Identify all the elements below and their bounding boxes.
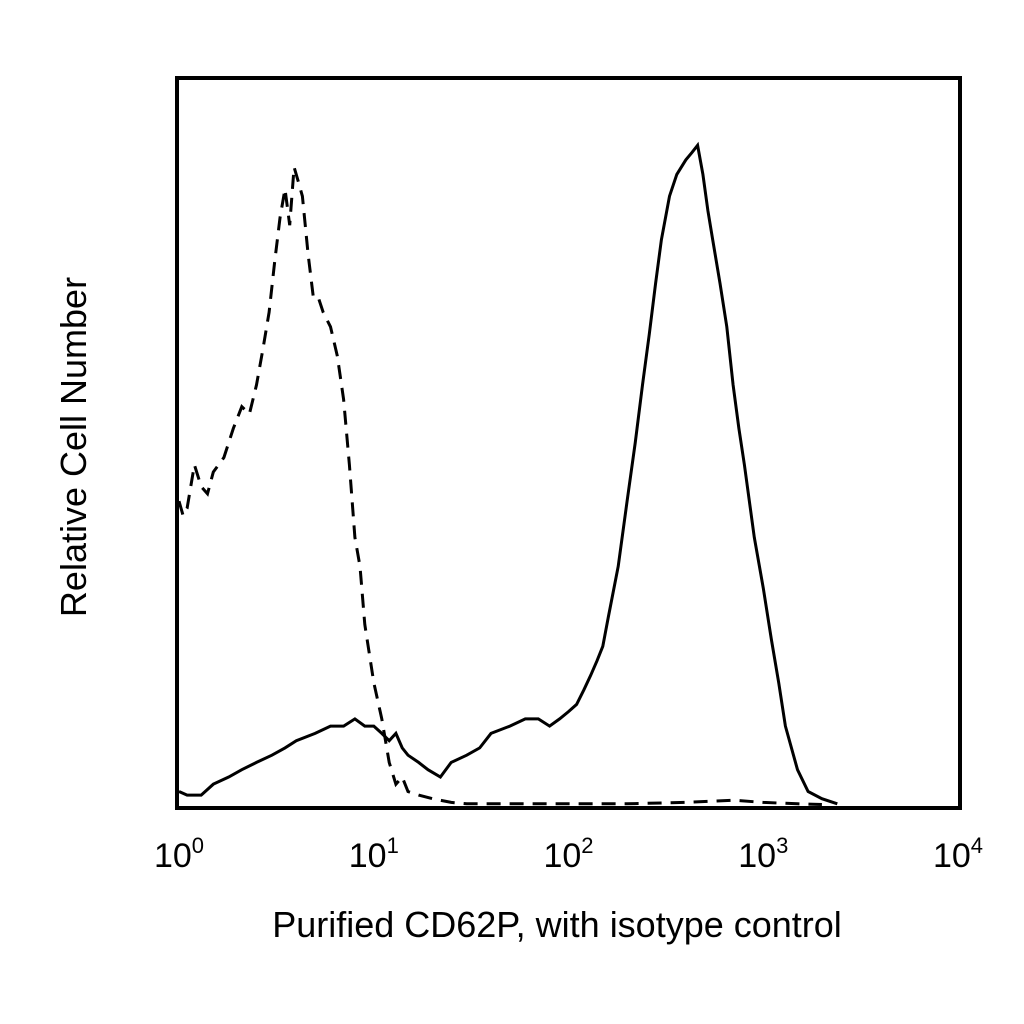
x-tick-label: 104 (933, 833, 983, 875)
x-tick-base: 10 (349, 837, 387, 875)
cd62p-series-line (178, 141, 838, 806)
isotype-control-series-line (177, 166, 822, 806)
x-tick-base: 10 (738, 837, 776, 875)
x-tick-base: 10 (154, 837, 192, 875)
x-tick-label: 103 (738, 833, 788, 875)
x-tick-exponent: 3 (776, 833, 788, 858)
x-tick-label: 101 (349, 833, 399, 875)
x-tick-exponent: 0 (192, 833, 204, 858)
x-tick-base: 10 (933, 837, 971, 875)
x-axis-title: Purified CD62P, with isotype control (272, 904, 842, 945)
x-tick-exponent: 4 (971, 833, 983, 858)
x-tick-exponent: 1 (387, 833, 399, 858)
y-axis-title: Relative Cell Number (53, 277, 94, 617)
plot-frame (175, 76, 962, 810)
series-layer (177, 141, 838, 806)
x-tick-exponent: 2 (581, 833, 593, 858)
x-tick-base: 10 (543, 837, 581, 875)
x-tick-label: 102 (543, 833, 593, 875)
x-tick-labels: 100 101 102 103 104 (154, 833, 983, 875)
x-tick-label: 100 (154, 833, 204, 875)
